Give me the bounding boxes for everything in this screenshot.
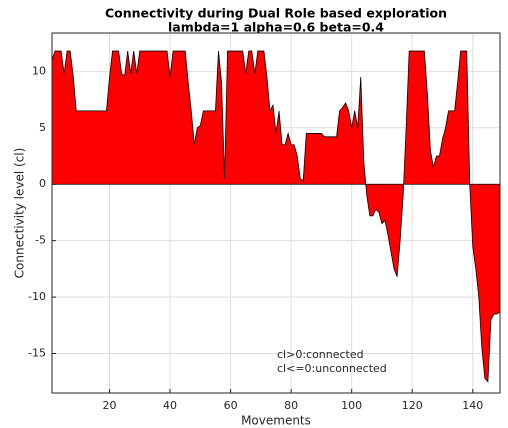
- y-tick-label: -5: [35, 234, 46, 247]
- x-tick-label: 20: [103, 399, 117, 412]
- annotation: cl<=0:unconnected: [277, 362, 387, 375]
- annotation: cl>0:connected: [277, 348, 364, 361]
- plot-frame: [51, 32, 501, 394]
- x-axis-label: Movements: [241, 414, 311, 428]
- y-tick-label: 10: [32, 64, 46, 77]
- x-tick-label: 100: [341, 399, 362, 412]
- y-tick-label: 0: [39, 177, 46, 190]
- x-tick-label: 140: [462, 399, 483, 412]
- y-tick-label: -10: [28, 290, 46, 303]
- y-tick-label: -15: [28, 347, 46, 360]
- chart-subtitle: lambda=1 alpha=0.6 beta=0.4: [168, 20, 384, 35]
- y-axis-label: Connectivity level (cl): [13, 148, 27, 279]
- x-tick-label: 60: [224, 399, 238, 412]
- chart-title: Connectivity during Dual Role based expl…: [105, 6, 447, 21]
- x-tick-label: 80: [284, 399, 298, 412]
- area: [51, 50, 501, 383]
- x-tick-label: 120: [402, 399, 423, 412]
- y-tick-label: 5: [39, 121, 46, 134]
- x-tick-label: 40: [163, 399, 177, 412]
